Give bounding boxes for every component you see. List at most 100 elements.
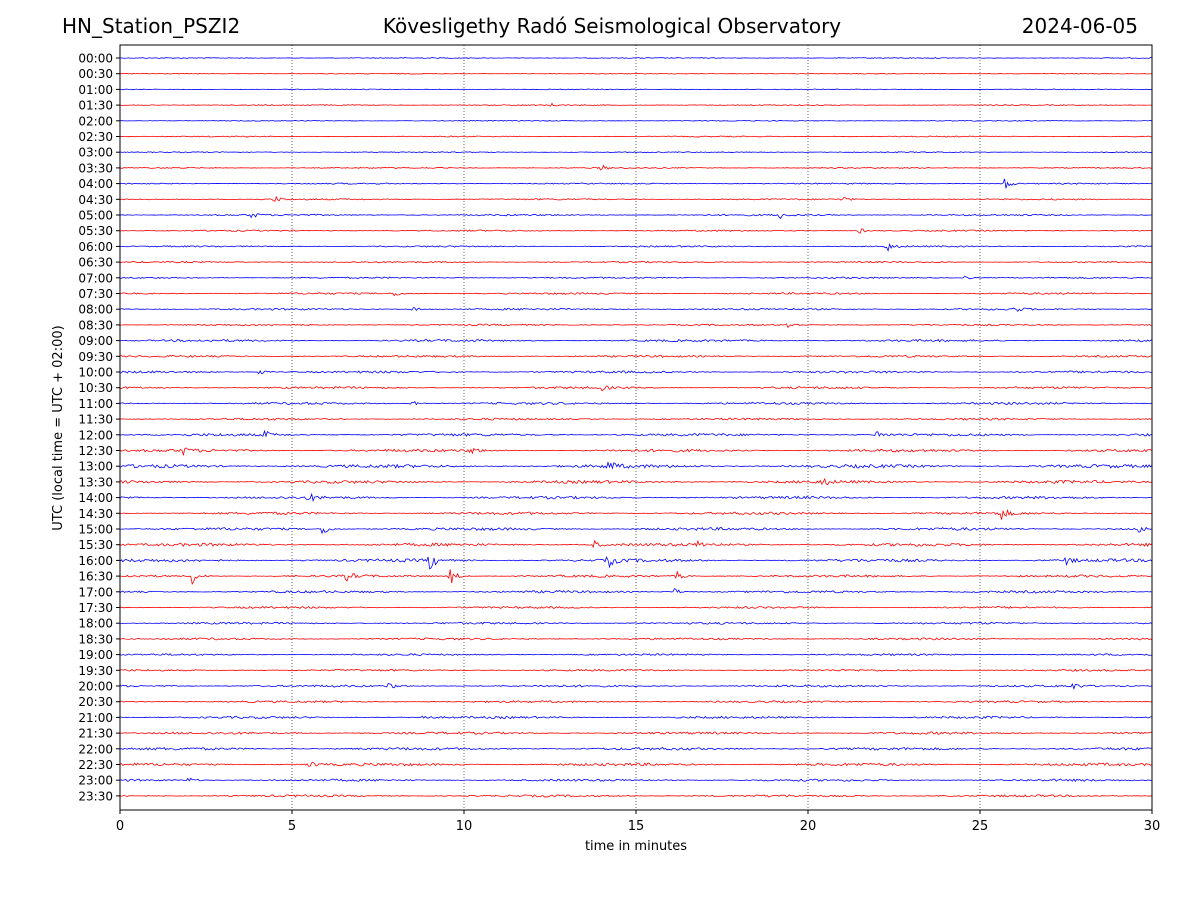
row-label: 18:30 — [78, 632, 113, 646]
trace-1630 — [119, 569, 1153, 586]
row-label: 15:30 — [78, 538, 113, 552]
trace-2330 — [119, 794, 1153, 798]
row-label: 06:00 — [78, 240, 113, 254]
trace-2300 — [119, 777, 1153, 783]
trace-1000 — [119, 370, 1153, 375]
trace-1930 — [119, 668, 1153, 672]
trace-2130 — [119, 731, 1153, 735]
trace-0430 — [119, 195, 1153, 202]
trace-1300 — [119, 461, 1153, 470]
trace-1700 — [119, 588, 1153, 594]
row-label: 03:00 — [78, 146, 113, 160]
row-label: 04:00 — [78, 177, 113, 191]
row-label: 19:00 — [78, 648, 113, 662]
row-label: 15:00 — [78, 523, 113, 537]
trace-0200 — [119, 119, 1153, 122]
x-tick-label: 0 — [116, 819, 124, 834]
row-label: 00:30 — [78, 67, 113, 81]
row-label: 13:30 — [78, 475, 113, 489]
row-label: 22:00 — [78, 742, 113, 756]
row-label: 08:00 — [78, 303, 113, 317]
row-label: 02:00 — [78, 114, 113, 128]
observatory-title: Kövesligethy Radó Seismological Observat… — [382, 14, 842, 38]
row-label: 06:30 — [78, 256, 113, 270]
trace-0730 — [119, 292, 1153, 297]
trace-0500 — [119, 213, 1153, 220]
trace-0130 — [119, 102, 1153, 107]
row-label: 00:00 — [78, 52, 113, 66]
row-label: 05:30 — [78, 224, 113, 238]
row-label: 13:00 — [78, 460, 113, 474]
row-label: 20:30 — [78, 695, 113, 709]
trace-1800 — [119, 621, 1153, 625]
trace-2200 — [119, 746, 1153, 751]
row-label: 19:30 — [78, 664, 113, 678]
trace-1030 — [119, 385, 1153, 392]
trace-1430 — [119, 508, 1153, 520]
row-label: 10:00 — [78, 366, 113, 380]
x-tick-label: 20 — [800, 819, 817, 834]
row-label: 01:00 — [78, 83, 113, 97]
x-tick-label: 25 — [972, 819, 989, 834]
x-axis-label: time in minutes — [585, 839, 687, 854]
trace-0630 — [119, 260, 1153, 264]
row-label: 01:30 — [78, 99, 113, 113]
trace-0930 — [119, 354, 1153, 358]
trace-0830 — [119, 323, 1153, 329]
row-label: 21:30 — [78, 727, 113, 741]
plot-frame — [119, 44, 1153, 811]
row-label: 04:30 — [78, 193, 113, 207]
trace-1900 — [119, 653, 1153, 657]
row-label: 07:30 — [78, 287, 113, 301]
trace-0030 — [119, 72, 1153, 75]
row-label: 17:00 — [78, 585, 113, 599]
row-label: 09:30 — [78, 350, 113, 364]
trace-1730 — [119, 605, 1153, 610]
row-label: 10:30 — [78, 381, 113, 395]
trace-1830 — [119, 637, 1153, 641]
trace-2030 — [119, 700, 1153, 704]
row-label: 20:00 — [78, 680, 113, 694]
trace-0530 — [119, 228, 1153, 234]
trace-1330 — [119, 477, 1153, 486]
trace-0900 — [119, 338, 1153, 343]
trace-0330 — [119, 164, 1153, 171]
row-label: 12:30 — [78, 444, 113, 458]
trace-0400 — [119, 178, 1153, 189]
trace-layer — [119, 57, 1153, 798]
row-label: 05:00 — [78, 209, 113, 223]
trace-0100 — [119, 88, 1153, 91]
row-label: 11:00 — [78, 397, 113, 411]
row-label: 07:00 — [78, 271, 113, 285]
row-label: 17:30 — [78, 601, 113, 615]
trace-1100 — [119, 400, 1153, 406]
trace-1600 — [119, 556, 1153, 570]
row-label: 08:30 — [78, 318, 113, 332]
date-title: 2024-06-05 — [1021, 14, 1138, 38]
row-label: 11:30 — [78, 413, 113, 427]
trace-1200 — [119, 429, 1153, 438]
row-label: 16:00 — [78, 554, 113, 568]
trace-0700 — [119, 275, 1153, 280]
trace-0230 — [119, 135, 1153, 138]
trace-1500 — [119, 526, 1153, 535]
x-tick-label: 15 — [628, 819, 645, 834]
x-tick-label: 5 — [288, 819, 296, 834]
x-tick-label: 30 — [1144, 819, 1161, 834]
trace-2230 — [119, 761, 1153, 767]
trace-0000 — [119, 57, 1152, 59]
row-label: 12:00 — [78, 428, 113, 442]
row-label: 03:30 — [78, 161, 113, 175]
row-label: 22:30 — [78, 758, 113, 772]
station-title: HN_Station_PSZI2 — [62, 14, 241, 38]
trace-1400 — [119, 492, 1153, 503]
trace-1530 — [119, 539, 1153, 549]
row-label: 21:00 — [78, 711, 113, 725]
trace-1230 — [119, 447, 1153, 457]
trace-1130 — [119, 417, 1153, 421]
row-label: 02:30 — [78, 130, 113, 144]
trace-0300 — [119, 151, 1153, 154]
trace-0600 — [119, 242, 1153, 252]
row-label: 23:30 — [78, 789, 113, 803]
